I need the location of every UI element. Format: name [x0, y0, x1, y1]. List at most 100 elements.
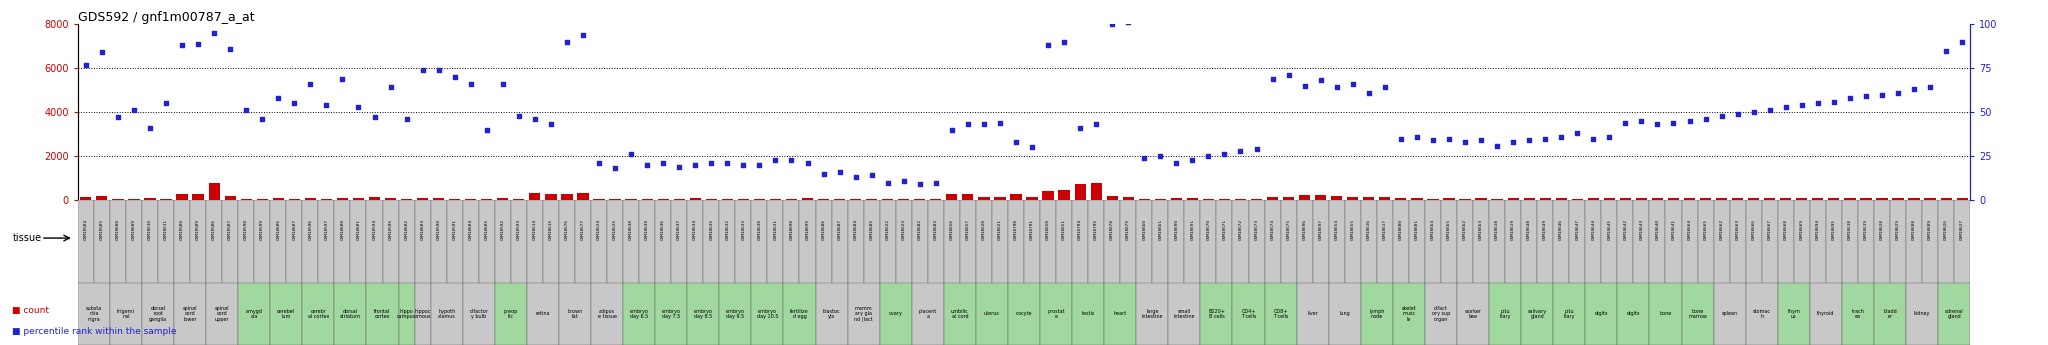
Bar: [1122, 197, 1135, 200]
Text: GSM18660: GSM18660: [1143, 219, 1147, 240]
Text: GSM18628: GSM18628: [1880, 219, 1884, 240]
Bar: [1761, 200, 1778, 283]
Text: preop
tic: preop tic: [504, 308, 518, 319]
Bar: [1604, 198, 1616, 200]
Text: brown
fat: brown fat: [567, 308, 582, 319]
Text: GSM18687: GSM18687: [838, 219, 842, 240]
Bar: [465, 199, 477, 200]
Text: GSM18631: GSM18631: [774, 219, 778, 240]
Text: kidney: kidney: [1915, 312, 1931, 316]
Bar: [1796, 198, 1808, 200]
Bar: [719, 283, 752, 345]
Bar: [1137, 200, 1153, 283]
Bar: [592, 283, 623, 345]
Text: B220+
B cells: B220+ B cells: [1208, 308, 1225, 319]
Text: GSM18643: GSM18643: [1638, 219, 1642, 240]
Bar: [639, 200, 655, 283]
Bar: [225, 196, 236, 200]
Point: [1063, 125, 1096, 131]
Text: CD8+
T cells: CD8+ T cells: [1274, 308, 1288, 319]
Bar: [815, 283, 848, 345]
Bar: [1585, 283, 1618, 345]
Point: [1929, 48, 1962, 53]
Text: placent
a: placent a: [920, 308, 936, 319]
Bar: [754, 199, 766, 200]
Text: GSM18635: GSM18635: [709, 219, 713, 240]
Text: GSM18614: GSM18614: [532, 219, 537, 240]
Text: substa
ntia
nigra: substa ntia nigra: [86, 306, 102, 322]
Bar: [610, 199, 621, 200]
Point: [1544, 134, 1577, 139]
Bar: [655, 283, 688, 345]
Point: [406, 67, 438, 73]
Bar: [1010, 194, 1022, 200]
Text: GSM18644: GSM18644: [1591, 219, 1595, 240]
Bar: [305, 198, 315, 200]
Point: [999, 139, 1032, 145]
Point: [856, 173, 889, 178]
Point: [102, 115, 135, 120]
Bar: [690, 198, 700, 200]
Bar: [498, 198, 508, 200]
Bar: [1235, 199, 1245, 200]
Text: GSM18597: GSM18597: [324, 219, 328, 240]
Text: GSM18673: GSM18673: [1255, 219, 1260, 240]
Bar: [1217, 200, 1233, 283]
Text: GSM18601: GSM18601: [356, 219, 360, 240]
Bar: [1907, 283, 1937, 345]
Bar: [1829, 198, 1839, 200]
Bar: [1745, 200, 1761, 283]
Text: umbilic
al cord: umbilic al cord: [950, 308, 969, 319]
Point: [1737, 109, 1769, 115]
Bar: [367, 200, 383, 283]
Bar: [1507, 198, 1520, 200]
Bar: [1794, 200, 1810, 283]
Text: GSM18627: GSM18627: [1960, 219, 1964, 240]
Bar: [1956, 198, 1968, 200]
Bar: [1057, 200, 1071, 283]
Text: embryo
day 9.5: embryo day 9.5: [725, 308, 745, 319]
Bar: [1907, 200, 1923, 283]
Text: lymph
node: lymph node: [1370, 308, 1384, 319]
Bar: [1329, 283, 1360, 345]
Point: [487, 81, 520, 87]
Text: pitu
itary: pitu itary: [1563, 308, 1575, 319]
Bar: [240, 199, 252, 200]
Bar: [1282, 197, 1294, 200]
Bar: [514, 199, 524, 200]
Point: [1384, 136, 1417, 141]
Point: [1176, 157, 1208, 162]
Text: GSM18593: GSM18593: [516, 219, 520, 240]
Bar: [1200, 200, 1217, 283]
Bar: [735, 200, 752, 283]
Point: [1593, 134, 1626, 139]
Bar: [176, 194, 188, 200]
Bar: [256, 199, 268, 200]
Text: olfact
ory sup
organ: olfact ory sup organ: [1432, 306, 1450, 322]
Text: GSM18609: GSM18609: [131, 219, 135, 240]
Point: [1096, 21, 1128, 27]
Point: [791, 160, 823, 166]
Bar: [1008, 283, 1040, 345]
Bar: [944, 283, 977, 345]
Text: GSM18701: GSM18701: [1030, 219, 1034, 240]
Point: [631, 162, 664, 168]
Bar: [672, 200, 688, 283]
Point: [1706, 113, 1739, 118]
Bar: [991, 200, 1008, 283]
Bar: [418, 198, 428, 200]
Bar: [1681, 200, 1698, 283]
Text: GSM18594: GSM18594: [373, 219, 377, 240]
Bar: [1636, 198, 1647, 200]
Bar: [336, 198, 348, 200]
Text: GSM18599: GSM18599: [260, 219, 264, 240]
Point: [229, 108, 262, 113]
Bar: [1778, 200, 1794, 283]
Bar: [575, 200, 592, 283]
Bar: [1444, 198, 1454, 200]
Bar: [1090, 183, 1102, 200]
Point: [967, 122, 999, 127]
Point: [1225, 148, 1257, 154]
Bar: [1137, 283, 1167, 345]
Bar: [543, 200, 559, 283]
